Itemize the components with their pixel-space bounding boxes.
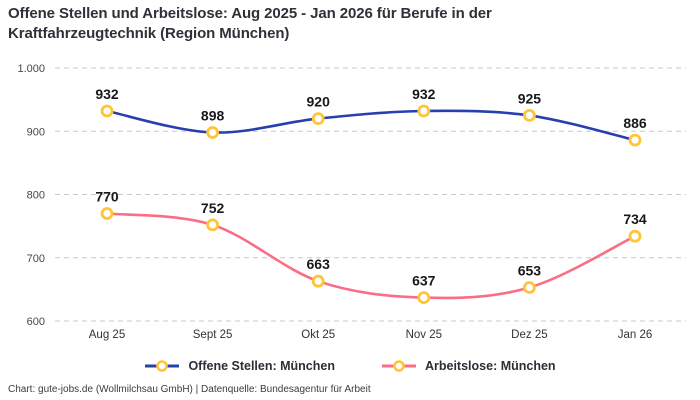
legend-item-arbeitslose[interactable]: Arbeitslose: München [381,359,556,373]
data-point[interactable] [628,133,642,147]
legend-line-marker-icon [145,360,180,372]
data-label: 752 [201,200,225,216]
series-line [105,212,637,300]
line-chart: 1.000 900 800 700 600 Aug 25 Sept 25 Okt 25 Nov … [17,63,686,341]
series-line [105,109,637,142]
legend-label: Offene Stellen: München [188,359,335,373]
x-axis-label: Nov 25 [406,329,442,341]
x-axis-label: Okt 25 [301,329,335,341]
data-label: 932 [412,86,436,102]
data-label: 920 [307,94,331,110]
data-label: 898 [201,108,225,124]
x-axis-label: Sept 25 [193,329,233,341]
data-point[interactable] [628,229,642,243]
y-axis-label: 900 [27,126,45,138]
data-label: 886 [623,115,647,131]
y-axis-label: 800 [27,190,45,202]
data-point[interactable] [100,207,114,220]
data-label: 925 [518,90,542,106]
legend: Offene Stellen: München Arbeitslose: Mün… [0,354,700,378]
data-point[interactable] [206,126,220,139]
data-point[interactable] [417,291,431,305]
data-point[interactable] [523,109,536,122]
x-axis-label: Dez 25 [511,329,547,341]
data-label: 663 [307,256,331,272]
data-point[interactable] [311,274,325,288]
legend-line-marker-icon [381,360,416,372]
x-axis-label: Aug 25 [89,329,125,341]
x-axis-label: Jan 26 [618,329,653,341]
data-point[interactable] [417,104,431,118]
y-axis-label: 1.000 [17,63,45,75]
data-label: 770 [95,189,119,205]
data-point[interactable] [311,112,325,125]
data-label: 932 [95,86,119,102]
legend-item-offene-stellen[interactable]: Offene Stellen: München [144,359,335,373]
data-label: 734 [623,211,647,227]
data-label: 653 [518,263,542,279]
y-axis-label: 700 [27,253,45,265]
data-point[interactable] [523,281,536,294]
data-label: 637 [412,273,436,289]
data-point[interactable] [206,218,220,232]
y-axis-label: 600 [27,316,45,328]
chart-title: Offene Stellen und Arbeitslose: Aug 2025… [8,5,492,43]
legend-label: Arbeitslose: München [424,359,556,373]
data-point[interactable] [100,104,114,118]
attribution: Chart: gute-jobs.de (Wollmilchsau GmbH) … [8,384,371,395]
